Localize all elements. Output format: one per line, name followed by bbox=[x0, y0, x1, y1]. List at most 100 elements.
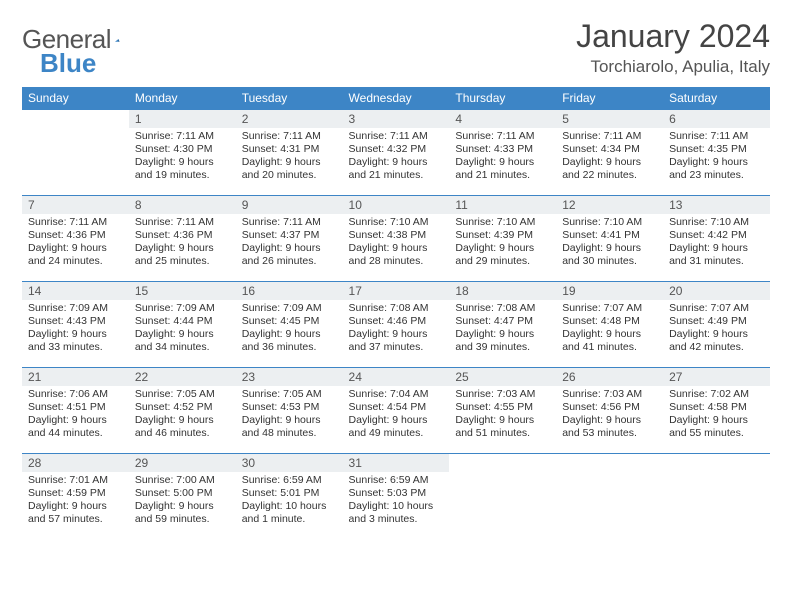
day-number: 1 bbox=[129, 110, 236, 128]
day-line: Daylight: 9 hours bbox=[669, 156, 764, 169]
day-line: Sunrise: 7:03 AM bbox=[562, 388, 657, 401]
day-line: and 24 minutes. bbox=[28, 255, 123, 268]
day-number: 8 bbox=[129, 196, 236, 214]
calendar-day: 1Sunrise: 7:11 AMSunset: 4:30 PMDaylight… bbox=[129, 110, 236, 196]
day-line: and 21 minutes. bbox=[349, 169, 444, 182]
day-line: Sunset: 4:33 PM bbox=[455, 143, 550, 156]
day-line: Daylight: 9 hours bbox=[349, 414, 444, 427]
calendar-day: 11Sunrise: 7:10 AMSunset: 4:39 PMDayligh… bbox=[449, 196, 556, 282]
calendar-empty bbox=[663, 454, 770, 540]
day-line: Sunset: 5:00 PM bbox=[135, 487, 230, 500]
day-line: Sunrise: 7:05 AM bbox=[135, 388, 230, 401]
calendar-day: 10Sunrise: 7:10 AMSunset: 4:38 PMDayligh… bbox=[343, 196, 450, 282]
day-line: Sunrise: 7:10 AM bbox=[455, 216, 550, 229]
day-line: Daylight: 9 hours bbox=[28, 328, 123, 341]
day-line: Sunrise: 7:07 AM bbox=[562, 302, 657, 315]
day-line: Sunset: 4:31 PM bbox=[242, 143, 337, 156]
day-line: Sunset: 4:56 PM bbox=[562, 401, 657, 414]
day-details: Sunrise: 7:10 AMSunset: 4:41 PMDaylight:… bbox=[556, 214, 663, 271]
day-line: and 20 minutes. bbox=[242, 169, 337, 182]
day-line: Sunrise: 7:04 AM bbox=[349, 388, 444, 401]
day-details: Sunrise: 7:05 AMSunset: 4:52 PMDaylight:… bbox=[129, 386, 236, 443]
day-number: 25 bbox=[449, 368, 556, 386]
day-details: Sunrise: 7:09 AMSunset: 4:43 PMDaylight:… bbox=[22, 300, 129, 357]
day-line: Daylight: 9 hours bbox=[135, 414, 230, 427]
month-title: January 2024 bbox=[576, 18, 770, 55]
day-line: Sunrise: 6:59 AM bbox=[242, 474, 337, 487]
weekday-header: Thursday bbox=[449, 87, 556, 110]
day-line: Sunset: 4:55 PM bbox=[455, 401, 550, 414]
day-line: Sunset: 4:43 PM bbox=[28, 315, 123, 328]
calendar-day: 22Sunrise: 7:05 AMSunset: 4:52 PMDayligh… bbox=[129, 368, 236, 454]
day-line: and 46 minutes. bbox=[135, 427, 230, 440]
day-number: 26 bbox=[556, 368, 663, 386]
day-number: 12 bbox=[556, 196, 663, 214]
day-details: Sunrise: 7:11 AMSunset: 4:32 PMDaylight:… bbox=[343, 128, 450, 185]
calendar-day: 26Sunrise: 7:03 AMSunset: 4:56 PMDayligh… bbox=[556, 368, 663, 454]
day-line: and 25 minutes. bbox=[135, 255, 230, 268]
day-line: Sunset: 4:54 PM bbox=[349, 401, 444, 414]
day-number: 22 bbox=[129, 368, 236, 386]
day-line: Sunset: 4:49 PM bbox=[669, 315, 764, 328]
calendar-row: 1Sunrise: 7:11 AMSunset: 4:30 PMDaylight… bbox=[22, 110, 770, 196]
day-line: and 28 minutes. bbox=[349, 255, 444, 268]
day-details: Sunrise: 7:08 AMSunset: 4:46 PMDaylight:… bbox=[343, 300, 450, 357]
calendar-day: 8Sunrise: 7:11 AMSunset: 4:36 PMDaylight… bbox=[129, 196, 236, 282]
day-line: Sunset: 4:38 PM bbox=[349, 229, 444, 242]
day-line: and 22 minutes. bbox=[562, 169, 657, 182]
day-line: Sunset: 4:36 PM bbox=[28, 229, 123, 242]
weekday-header: Sunday bbox=[22, 87, 129, 110]
day-line: Sunset: 4:46 PM bbox=[349, 315, 444, 328]
calendar-day: 28Sunrise: 7:01 AMSunset: 4:59 PMDayligh… bbox=[22, 454, 129, 540]
day-details: Sunrise: 7:11 AMSunset: 4:30 PMDaylight:… bbox=[129, 128, 236, 185]
day-line: and 44 minutes. bbox=[28, 427, 123, 440]
day-number: 6 bbox=[663, 110, 770, 128]
day-line: Sunrise: 7:00 AM bbox=[135, 474, 230, 487]
day-line: and 19 minutes. bbox=[135, 169, 230, 182]
day-details: Sunrise: 7:08 AMSunset: 4:47 PMDaylight:… bbox=[449, 300, 556, 357]
day-line: Sunset: 4:44 PM bbox=[135, 315, 230, 328]
day-line: Sunrise: 7:09 AM bbox=[242, 302, 337, 315]
day-line: Sunrise: 7:01 AM bbox=[28, 474, 123, 487]
logo-word2: Blue bbox=[40, 48, 96, 79]
day-number: 19 bbox=[556, 282, 663, 300]
calendar-day: 7Sunrise: 7:11 AMSunset: 4:36 PMDaylight… bbox=[22, 196, 129, 282]
calendar-day: 30Sunrise: 6:59 AMSunset: 5:01 PMDayligh… bbox=[236, 454, 343, 540]
day-line: Sunrise: 7:10 AM bbox=[669, 216, 764, 229]
calendar-row: 28Sunrise: 7:01 AMSunset: 4:59 PMDayligh… bbox=[22, 454, 770, 540]
day-details: Sunrise: 7:03 AMSunset: 4:56 PMDaylight:… bbox=[556, 386, 663, 443]
day-number: 15 bbox=[129, 282, 236, 300]
day-line: Sunset: 4:42 PM bbox=[669, 229, 764, 242]
day-details: Sunrise: 7:11 AMSunset: 4:36 PMDaylight:… bbox=[22, 214, 129, 271]
day-line: Sunset: 4:51 PM bbox=[28, 401, 123, 414]
day-number: 23 bbox=[236, 368, 343, 386]
day-line: Sunrise: 7:11 AM bbox=[349, 130, 444, 143]
day-line: and 31 minutes. bbox=[669, 255, 764, 268]
day-line: Daylight: 10 hours bbox=[349, 500, 444, 513]
day-line: Sunset: 4:36 PM bbox=[135, 229, 230, 242]
day-line: Sunrise: 7:02 AM bbox=[669, 388, 764, 401]
day-details: Sunrise: 7:11 AMSunset: 4:37 PMDaylight:… bbox=[236, 214, 343, 271]
day-line: Sunrise: 7:10 AM bbox=[349, 216, 444, 229]
calendar-day: 21Sunrise: 7:06 AMSunset: 4:51 PMDayligh… bbox=[22, 368, 129, 454]
day-number: 16 bbox=[236, 282, 343, 300]
day-details: Sunrise: 7:00 AMSunset: 5:00 PMDaylight:… bbox=[129, 472, 236, 529]
calendar-day: 14Sunrise: 7:09 AMSunset: 4:43 PMDayligh… bbox=[22, 282, 129, 368]
day-number: 9 bbox=[236, 196, 343, 214]
calendar-day: 3Sunrise: 7:11 AMSunset: 4:32 PMDaylight… bbox=[343, 110, 450, 196]
day-line: Daylight: 9 hours bbox=[242, 414, 337, 427]
calendar-day: 29Sunrise: 7:00 AMSunset: 5:00 PMDayligh… bbox=[129, 454, 236, 540]
day-details: Sunrise: 6:59 AMSunset: 5:01 PMDaylight:… bbox=[236, 472, 343, 529]
calendar-day: 4Sunrise: 7:11 AMSunset: 4:33 PMDaylight… bbox=[449, 110, 556, 196]
day-line: and 36 minutes. bbox=[242, 341, 337, 354]
day-details: Sunrise: 7:10 AMSunset: 4:38 PMDaylight:… bbox=[343, 214, 450, 271]
calendar-row: 7Sunrise: 7:11 AMSunset: 4:36 PMDaylight… bbox=[22, 196, 770, 282]
calendar-empty bbox=[22, 110, 129, 196]
day-line: Daylight: 9 hours bbox=[135, 242, 230, 255]
calendar-day: 24Sunrise: 7:04 AMSunset: 4:54 PMDayligh… bbox=[343, 368, 450, 454]
day-number: 2 bbox=[236, 110, 343, 128]
day-number: 20 bbox=[663, 282, 770, 300]
location: Torchiarolo, Apulia, Italy bbox=[576, 57, 770, 77]
day-line: Sunset: 4:32 PM bbox=[349, 143, 444, 156]
calendar-empty bbox=[556, 454, 663, 540]
